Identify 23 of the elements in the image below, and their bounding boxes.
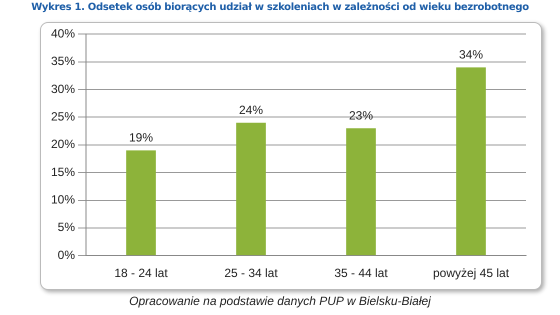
y-tick-label: 10% — [50, 192, 76, 207]
y-tick-label: 5% — [58, 220, 76, 234]
y-tick-label: 40% — [50, 26, 76, 41]
y-tick-label: 35% — [50, 54, 76, 68]
text: Opracowanie na podstawie danych PUP w Bielsku-Białej — [128, 294, 432, 308]
x-tick-label: 25 - 34 lat — [224, 266, 278, 280]
x-tick-label: powyżej 45 lat — [432, 266, 510, 280]
data-label: 23% — [348, 108, 374, 123]
x-tick-label: 18 - 24 lat — [114, 266, 168, 280]
y-tick-label: 25% — [50, 110, 76, 124]
bar — [236, 122, 266, 256]
bar — [456, 67, 486, 256]
data-label: 24% — [238, 103, 264, 118]
y-tick-label: 30% — [50, 82, 76, 96]
y-tick-label: 0% — [58, 248, 76, 262]
x-tick-label: 35 - 44 lat — [334, 266, 388, 280]
bar — [346, 128, 376, 256]
chart-title: Wykres 1. Odsetek osób biorących udział w szkoleniach w zależności od wieku bezrobotnego — [30, 2, 530, 13]
bar — [126, 150, 156, 256]
y-tick-label: 20% — [50, 137, 76, 152]
y-tick-label: 15% — [50, 164, 76, 179]
data-label: 19% — [129, 130, 154, 145]
data-label: 34% — [458, 48, 484, 62]
